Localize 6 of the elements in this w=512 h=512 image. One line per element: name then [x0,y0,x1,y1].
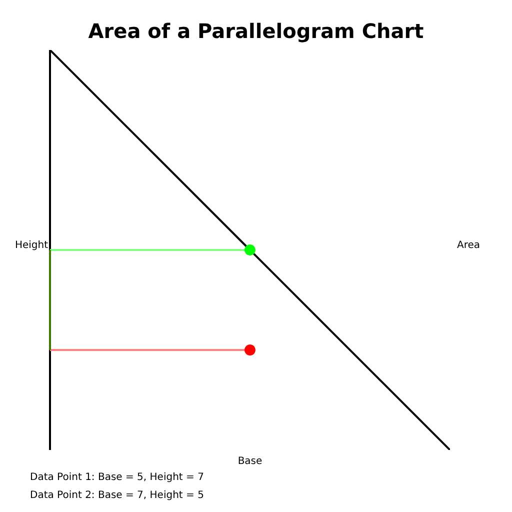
y-axis-title: Height [14,239,48,253]
y2-axis-title: Area [457,239,480,253]
chart-title: Area of a Parallelogram Chart [87,18,425,44]
x-axis-title: Base [238,455,262,469]
text: Data Point 2: Base = 7, Height = 5 [30,489,204,503]
text: Data Point 1: Base = 5, Height = 7 [30,471,204,485]
